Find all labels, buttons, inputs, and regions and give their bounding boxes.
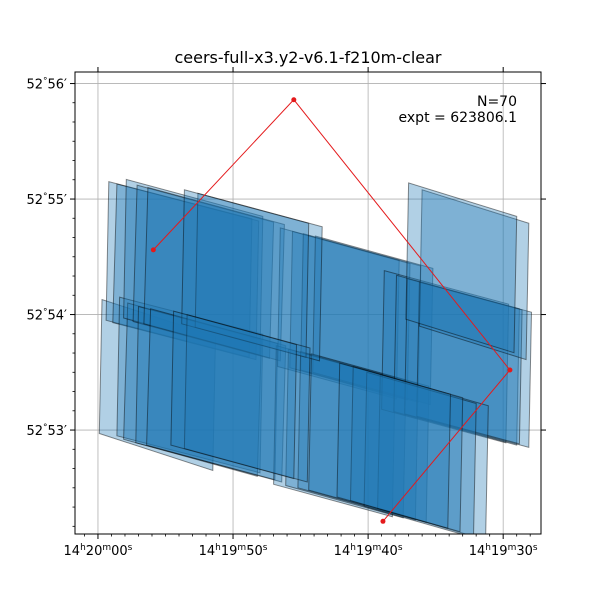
x-tick-label: 14h19m40s xyxy=(334,543,403,559)
footprint-polygon xyxy=(135,305,279,481)
chart-title: ceers-full-x3.y2-v6.1-f210m-clear xyxy=(174,48,441,67)
y-tick-label: 52°55′ xyxy=(26,192,67,208)
x-tick-label: 14h19m50s xyxy=(199,543,268,559)
dither-path xyxy=(150,97,513,524)
grid xyxy=(75,72,541,534)
footprint-polygon xyxy=(393,274,520,446)
dither-point xyxy=(291,97,297,103)
footprint-polygon xyxy=(194,192,323,362)
annotation-exposure: expt = 623806.1 xyxy=(399,110,517,126)
footprint-polygon xyxy=(170,310,298,480)
footprint-polygon xyxy=(123,302,262,477)
footprint-polygon xyxy=(123,178,264,356)
dither-point xyxy=(507,367,513,373)
x-tick-label: 14h19m30s xyxy=(469,543,538,559)
annotation-count: N=70 xyxy=(477,94,517,110)
footprint-polygon xyxy=(300,233,422,403)
footprint-polygon xyxy=(112,183,260,361)
footprint-polygon xyxy=(297,350,419,521)
axis-ticks: 14h20m00s 14h19m50s 14h19m40s 14h19m30s 52°5… xyxy=(26,67,546,559)
footprint-polygon xyxy=(312,235,434,406)
dither-point xyxy=(150,247,156,253)
footprint-polygon xyxy=(143,186,285,362)
footprint-polygon xyxy=(349,365,464,533)
footprints xyxy=(98,178,533,534)
footprint-polygon xyxy=(183,313,311,483)
footprint-polygon xyxy=(404,278,533,449)
footprint-polygon xyxy=(285,348,407,519)
footprint-polygon xyxy=(381,270,510,444)
footprint-polygon xyxy=(181,189,310,358)
footprint-polygon xyxy=(418,189,530,361)
footprint-polygon xyxy=(405,182,518,354)
y-tick-label: 52°54′ xyxy=(26,308,67,324)
footprint-polygon xyxy=(363,371,477,534)
footprint-polygon xyxy=(289,230,411,401)
footprint-polygon xyxy=(273,345,396,518)
footprint-polygon xyxy=(277,227,400,400)
footprint-polygon xyxy=(105,181,253,358)
footprint-polygon xyxy=(146,308,287,483)
dither-point xyxy=(380,518,386,524)
footprint-polygon xyxy=(336,362,452,529)
dither-path-line xyxy=(152,98,511,522)
y-tick-label: 52°53′ xyxy=(26,423,67,439)
x-tick-label: 14h20m00s xyxy=(64,543,133,559)
plot-frame xyxy=(74,71,542,535)
footprint-polygon xyxy=(308,353,430,524)
footprint-polygon xyxy=(116,296,264,474)
footprint-polygon xyxy=(416,281,523,445)
footprint-polygon xyxy=(132,184,275,360)
y-tick-label: 52°56′ xyxy=(26,77,67,93)
footprint-polygon xyxy=(98,298,217,472)
